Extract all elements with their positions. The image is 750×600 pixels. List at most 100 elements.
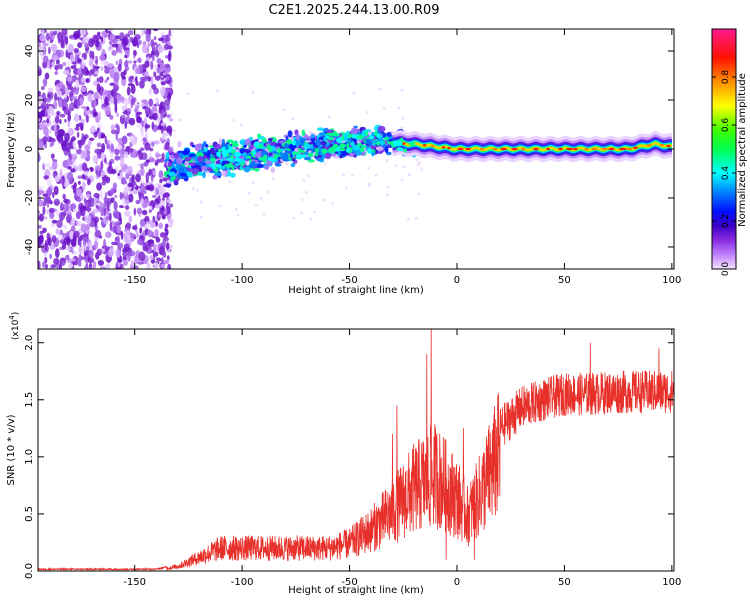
noise-point <box>149 254 154 261</box>
noise-point <box>154 75 161 81</box>
noise-point <box>44 195 52 203</box>
noise-point <box>114 80 119 85</box>
noise-point <box>127 30 134 36</box>
band-hotspot <box>327 136 334 141</box>
noise-point <box>51 153 55 161</box>
faint-point <box>341 173 345 177</box>
faint-point <box>271 177 275 181</box>
band-point <box>303 143 311 150</box>
noise-point <box>164 192 170 198</box>
noise-point <box>157 64 161 68</box>
band-hotspot <box>234 151 241 158</box>
band-point <box>197 155 204 163</box>
noise-point <box>108 165 112 172</box>
noise-point <box>128 215 133 223</box>
noise-point <box>81 162 88 172</box>
faint-point <box>260 196 264 200</box>
noise-point <box>80 208 86 217</box>
noise-point <box>164 79 171 84</box>
noise-point <box>68 262 74 269</box>
noise-point <box>79 240 82 247</box>
noise-point <box>130 84 136 95</box>
band-point <box>220 170 227 177</box>
band-point <box>314 153 319 157</box>
band-point <box>235 162 241 166</box>
noise-point <box>163 43 169 50</box>
x-tick-label: 50 <box>558 577 571 588</box>
colorbar-tick-label: 0.2 <box>721 214 731 228</box>
noise-point <box>151 121 155 130</box>
noise-point <box>62 175 65 186</box>
noise-point <box>101 49 106 56</box>
noise-point <box>140 197 144 205</box>
band-hotspot <box>346 142 350 149</box>
noise-point <box>70 168 76 173</box>
noise-point <box>80 155 85 159</box>
noise-point <box>42 77 48 87</box>
noise-point <box>123 187 128 197</box>
noise-point <box>52 55 59 61</box>
band-point <box>290 143 296 152</box>
faint-point <box>196 188 200 192</box>
band-hotspot <box>209 157 217 162</box>
noise-point <box>162 95 168 100</box>
noise-point <box>48 207 55 213</box>
faint-point <box>394 164 398 168</box>
noise-point <box>164 132 170 137</box>
band-hotspot <box>308 152 314 158</box>
noise-point <box>54 64 59 71</box>
hotspot <box>666 144 671 148</box>
band-hotspot <box>376 133 381 137</box>
faint-point <box>406 217 410 221</box>
noise-point <box>110 143 114 153</box>
band-point <box>184 156 192 162</box>
noise-point <box>82 37 89 43</box>
noise-point <box>53 185 59 196</box>
noise-point <box>128 117 136 126</box>
noise-point <box>111 49 117 56</box>
noise-point <box>120 181 128 185</box>
noise-point <box>138 150 143 161</box>
noise-point <box>61 84 66 94</box>
band-point <box>226 139 234 144</box>
noise-point <box>166 114 171 119</box>
noise-point <box>85 223 91 231</box>
band-hotspot <box>351 134 356 139</box>
noise-point <box>142 182 148 186</box>
noise-point <box>167 92 172 102</box>
noise-point <box>115 60 119 66</box>
faint-point <box>367 182 371 186</box>
band-point <box>188 162 197 166</box>
noise-point <box>144 75 148 80</box>
noise-point <box>75 210 81 220</box>
noise-point <box>160 263 166 269</box>
noise-point <box>59 168 63 176</box>
noise-point <box>38 117 41 123</box>
hotspot <box>441 146 446 149</box>
noise-point <box>64 132 70 143</box>
noise-point <box>49 210 55 220</box>
faint-point <box>199 215 203 219</box>
noise-point <box>78 253 82 263</box>
noise-point <box>122 259 128 266</box>
noise-point <box>106 111 112 115</box>
band-point <box>375 146 384 151</box>
noise-point <box>103 238 107 249</box>
noise-point <box>66 95 69 103</box>
noise-point <box>129 263 134 269</box>
noise-point <box>155 49 160 58</box>
noise-point <box>119 148 125 155</box>
band-hotspot <box>367 147 373 154</box>
noise-point <box>59 118 62 125</box>
band-hotspot <box>357 134 364 140</box>
noise-point <box>67 113 71 122</box>
band-hotspot <box>369 135 375 140</box>
x-tick-label: 50 <box>558 275 571 286</box>
hotspot <box>573 147 578 151</box>
band-point <box>257 133 262 138</box>
y-tick-label: 20 <box>24 94 35 107</box>
noise-point <box>51 219 58 224</box>
noise-point <box>119 191 123 200</box>
noise-point <box>124 169 128 175</box>
noise-point <box>54 175 60 183</box>
